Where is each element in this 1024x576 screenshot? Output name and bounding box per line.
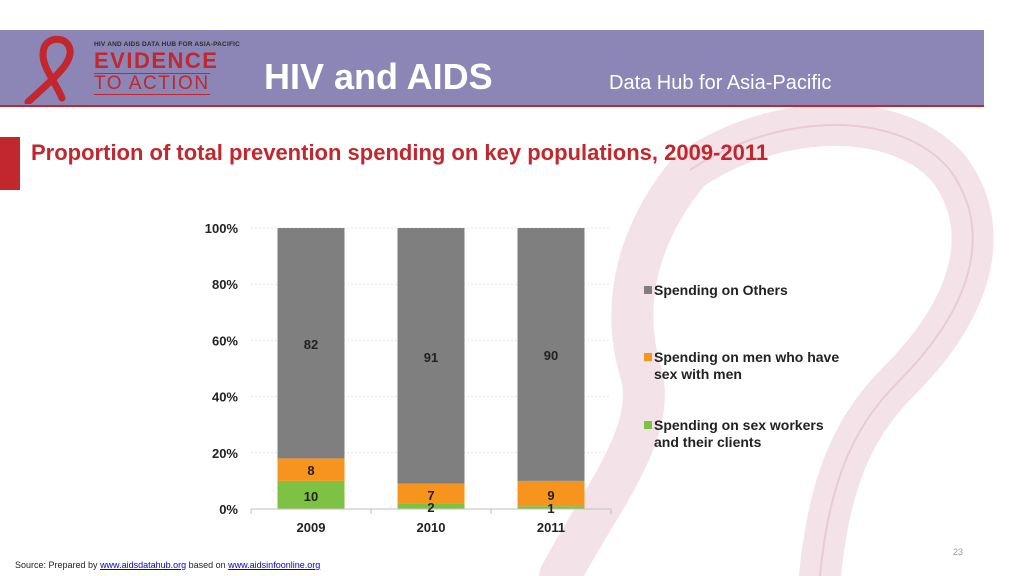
data-label: 8	[307, 463, 314, 478]
footer-prefix: Source: Prepared by	[15, 560, 101, 570]
x-tick-label: 2011	[537, 520, 565, 535]
header-band: HIV AND AIDS DATA HUB FOR ASIA-PACIFIC E…	[0, 30, 984, 107]
bar-segment	[277, 480, 345, 509]
bar-segment	[397, 483, 465, 504]
logo-tagline: HIV AND AIDS DATA HUB FOR ASIA-PACIFIC	[94, 41, 241, 48]
logo-evidence-text: EVIDENCE	[94, 48, 219, 73]
bar-segment	[517, 228, 585, 481]
bar-segment	[397, 503, 465, 509]
legend-label: Spending on men who have sex with men	[654, 349, 840, 382]
data-label: 9	[547, 488, 554, 503]
y-tick-label: 60%	[212, 333, 238, 348]
bar-segment	[517, 480, 585, 507]
data-label: 10	[304, 489, 318, 504]
y-tick-label: 80%	[212, 277, 238, 292]
x-tick-label: 2010	[417, 520, 446, 535]
source-footer: Source: Prepared by www.aidsdatahub.org …	[15, 560, 320, 570]
legend-swatch	[644, 353, 652, 361]
data-label: 1	[547, 501, 554, 516]
data-label: 2	[427, 500, 434, 515]
y-tick-label: 20%	[212, 446, 238, 461]
legend-label: Spending on sex workers and their client…	[654, 417, 824, 450]
data-label: 82	[304, 337, 318, 352]
top-strip	[0, 0, 1024, 30]
bar-segment	[397, 228, 465, 484]
evidence-to-action-logo: HIV AND AIDS DATA HUB FOR ASIA-PACIFIC E…	[14, 34, 244, 104]
y-tick-label: 100%	[205, 221, 239, 236]
aidsdatahub-link[interactable]: www.aidsdatahub.org	[100, 560, 187, 570]
bar-segment	[277, 228, 345, 459]
slide-title: Proportion of total prevention spending …	[31, 140, 769, 165]
title-accent-bar	[0, 137, 20, 190]
bar-segment	[517, 506, 585, 509]
footer-middle: based on	[186, 560, 229, 570]
x-tick-label: 2009	[297, 520, 326, 535]
data-label: 91	[424, 350, 438, 365]
y-tick-label: 0%	[219, 502, 238, 517]
logo-to-action-text: TO ACTION	[94, 73, 210, 95]
y-tick-label: 40%	[212, 390, 238, 405]
legend-swatch	[644, 421, 652, 429]
red-ribbon-icon	[24, 35, 74, 104]
bar-segment	[277, 458, 345, 481]
header-subtitle: Data Hub for Asia-Pacific	[609, 72, 832, 94]
data-label: 90	[544, 348, 558, 363]
data-label: 7	[427, 488, 434, 503]
legend-swatch	[644, 286, 652, 294]
page-number: 23	[953, 547, 964, 557]
aidsinfoonline-link[interactable]: www.aidsinfoonline.org	[228, 560, 321, 570]
header-title: HIV and AIDS	[264, 56, 493, 97]
legend-label: Spending on Others	[654, 282, 788, 298]
